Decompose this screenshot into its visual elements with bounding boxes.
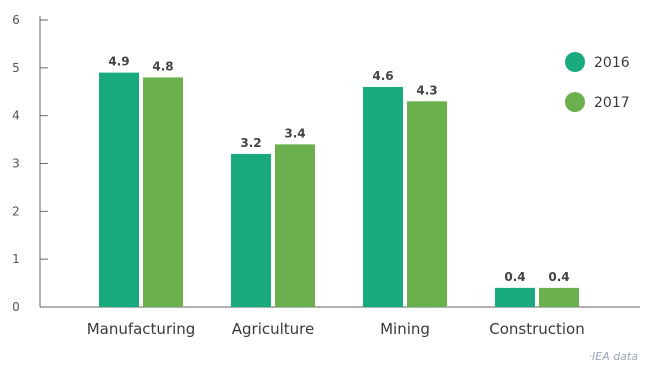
y-tick-label: 1 xyxy=(12,252,20,266)
x-tick-label: Construction xyxy=(489,320,585,338)
bar-2016-manufacturing xyxy=(99,73,139,307)
data-label: 3.4 xyxy=(284,126,305,140)
bar-2017-construction xyxy=(539,288,579,307)
bar-2016-agriculture xyxy=(231,154,271,307)
source-note: ·IEA data xyxy=(589,350,639,363)
data-label: 4.6 xyxy=(372,69,393,83)
data-label: 0.4 xyxy=(504,270,525,284)
x-tick-label: Agriculture xyxy=(232,320,315,338)
data-label: 0.4 xyxy=(548,270,569,284)
bar-2017-manufacturing xyxy=(143,77,183,307)
x-tick-label: Mining xyxy=(380,320,430,338)
legend-label: 2016 xyxy=(594,55,630,71)
bars: 4.9 4.8 3.2 3.4 4.6 4.3 0.4 0.4 xyxy=(99,55,579,307)
x-axis: Manufacturing Agriculture Mining Constructi… xyxy=(40,307,640,338)
legend-marker-2017 xyxy=(565,92,585,112)
data-label: 4.9 xyxy=(108,55,129,69)
bar-2017-mining xyxy=(407,101,447,307)
y-tick-label: 6 xyxy=(12,13,20,27)
data-label: 4.8 xyxy=(152,59,173,73)
y-tick-label: 0 xyxy=(12,300,20,314)
bar-2016-construction xyxy=(495,288,535,307)
legend-marker-2016 xyxy=(565,52,585,72)
legend: 2016 2017 xyxy=(565,52,630,112)
x-tick-label: Manufacturing xyxy=(87,320,196,338)
bar-2016-mining xyxy=(363,87,403,307)
data-label: 4.3 xyxy=(416,83,437,97)
bar-2017-agriculture xyxy=(275,144,315,307)
y-axis: 0 1 2 3 4 5 6 xyxy=(12,13,48,314)
data-label: 3.2 xyxy=(240,136,261,150)
y-tick-label: 3 xyxy=(12,157,20,171)
y-tick-label: 4 xyxy=(12,109,20,123)
y-tick-label: 2 xyxy=(12,204,20,218)
legend-label: 2017 xyxy=(594,95,630,111)
y-tick-label: 5 xyxy=(12,61,20,75)
